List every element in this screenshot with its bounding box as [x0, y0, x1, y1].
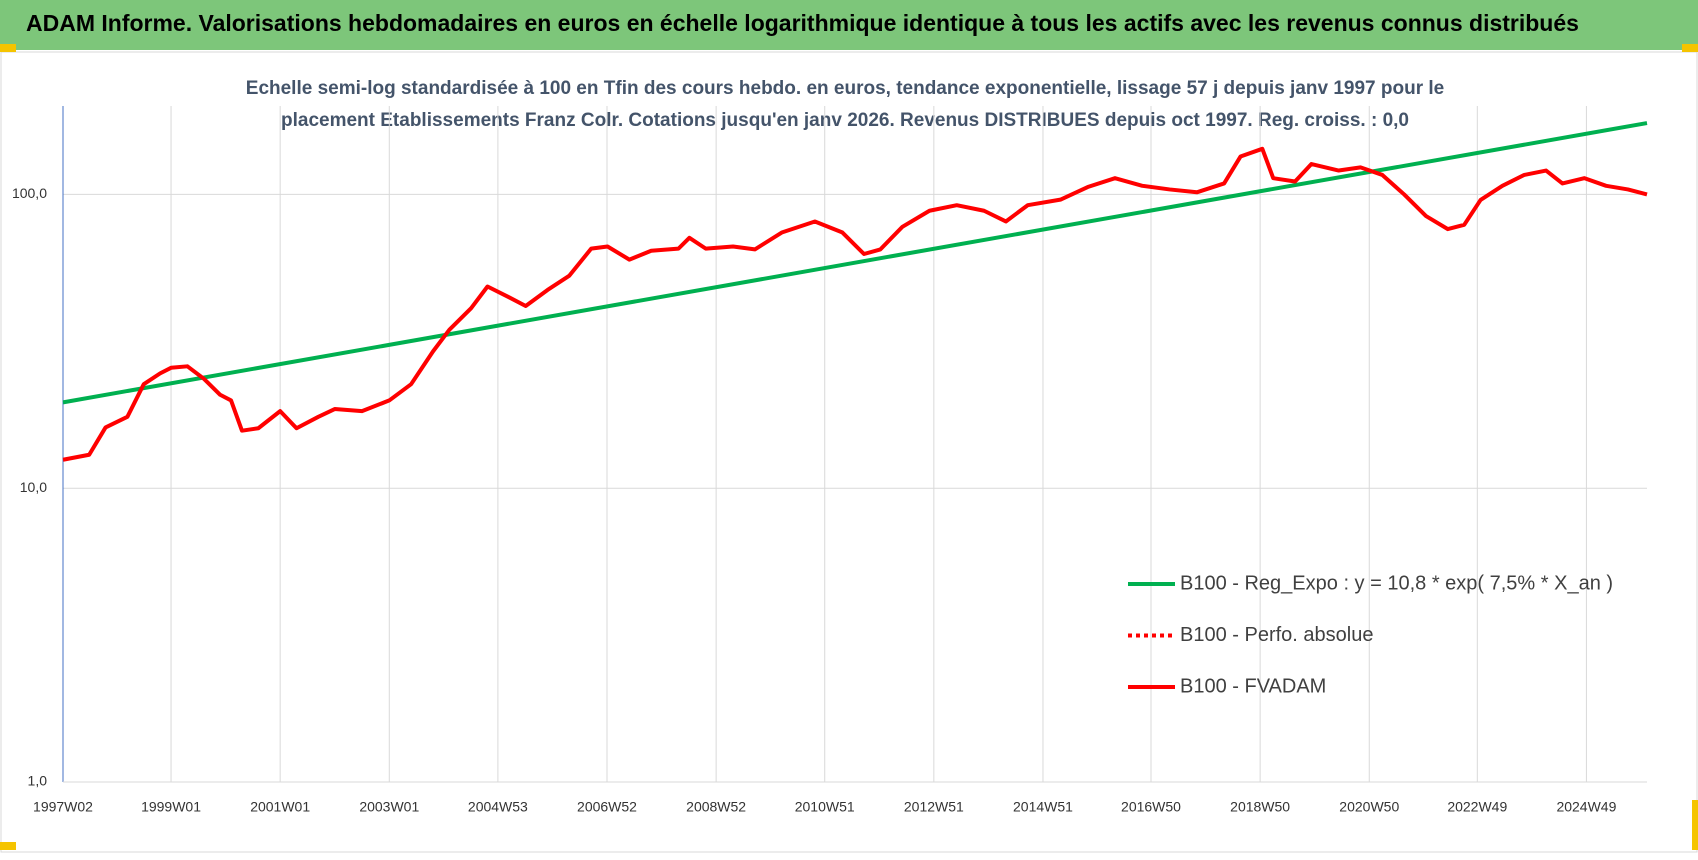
header-bar [0, 0, 1698, 50]
x-tick-label: 2016W50 [1121, 799, 1181, 815]
x-tick-label: 2006W52 [577, 799, 637, 815]
x-tick-label: 2018W50 [1230, 799, 1290, 815]
chart-title: placement Etablissements Franz Colr. Cot… [281, 110, 1409, 131]
y-tick-label: 100,0 [12, 185, 47, 201]
x-tick-label: 2024W49 [1556, 799, 1616, 815]
header: ADAM Informe. Valorisations hebdomadaire… [26, 10, 1579, 36]
corner [1692, 800, 1698, 850]
x-tick-label: 2020W50 [1339, 799, 1399, 815]
x-tick-label: 2004W53 [468, 799, 528, 815]
corner [0, 842, 16, 850]
x-tick-label: 2003W01 [359, 799, 419, 815]
series-line [62, 121, 1648, 405]
y-tick-label: 10,0 [20, 479, 47, 495]
y-tick-label: 1,0 [28, 773, 48, 789]
x-tick-label: 2022W49 [1447, 799, 1507, 815]
x-tick-label: 2014W51 [1013, 799, 1073, 815]
x-tick-label: 2012W51 [904, 799, 964, 815]
chart-title: Echelle semi-log standardisée à 100 en T… [246, 78, 1444, 99]
x-tick-label: 2010W51 [795, 799, 855, 815]
legend-label: B100 - FVADAM [1180, 675, 1326, 697]
x-tick-label: 1999W01 [141, 799, 201, 815]
x-tick-label: 2008W52 [686, 799, 746, 815]
series-line [62, 146, 1648, 462]
chart-border [0, 51, 1698, 853]
legend-label: B100 - Perfo. absolue [1180, 624, 1373, 646]
x-tick-label: 1997W02 [33, 799, 93, 815]
x-tick-label: 2001W01 [250, 799, 310, 815]
corner [1682, 44, 1698, 52]
legend-label: B100 - Reg_Expo : y = 10,8 * exp( 7,5% *… [1180, 572, 1613, 594]
corner [0, 44, 16, 52]
